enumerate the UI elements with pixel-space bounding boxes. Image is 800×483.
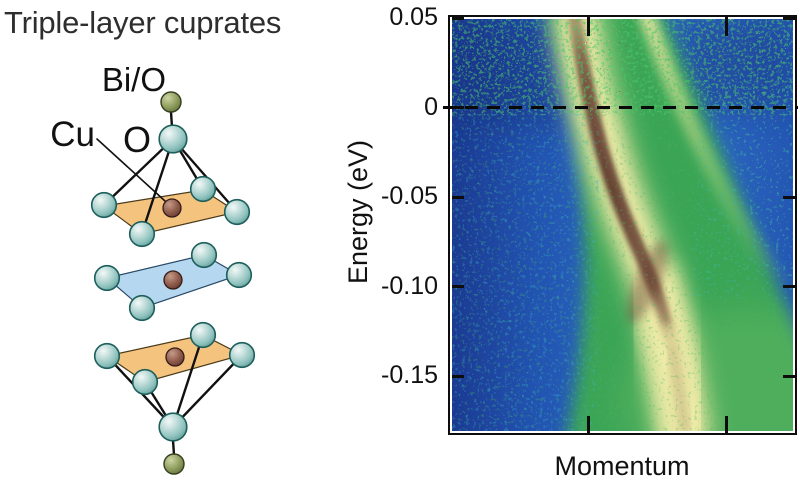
oxygen-atom xyxy=(225,261,253,289)
x-tick xyxy=(587,17,590,36)
y-tick-label: -0.15 xyxy=(381,361,438,389)
label-cu: Cu xyxy=(50,115,95,154)
y-tick xyxy=(452,17,464,20)
middle-cuo2-plane xyxy=(93,241,253,322)
bottom-cuo2-pyramid xyxy=(93,321,256,475)
top-cuo2-pyramid xyxy=(90,91,251,248)
y-axis-label: Energy (eV) xyxy=(343,139,373,285)
x-tick xyxy=(725,17,728,36)
y-tick xyxy=(783,375,795,378)
copper-atom xyxy=(165,347,185,367)
oxygen-atom xyxy=(228,341,256,369)
oxygen-atom xyxy=(93,264,121,292)
oxygen-atom xyxy=(189,321,217,349)
bond-apical-bio xyxy=(171,438,176,457)
x-axis-label: Momentum xyxy=(554,451,690,481)
y-tick xyxy=(452,375,464,378)
apical-oxygen-bottom xyxy=(158,412,188,442)
oxygen-atom xyxy=(128,220,156,248)
y-tick-label: -0.10 xyxy=(381,272,438,300)
figure-title: Triple-layer cuprates xyxy=(4,5,282,40)
crystal-structure-diagram: Bi/O Cu O xyxy=(50,61,256,475)
label-o: O xyxy=(123,119,151,160)
cu-pointer-line xyxy=(96,138,166,202)
oxygen-atom xyxy=(189,175,217,203)
y-tick-label: 0.05 xyxy=(389,3,438,31)
oxygen-atom xyxy=(90,191,118,219)
x-tick xyxy=(725,416,728,433)
oxygen-atom xyxy=(131,368,159,396)
arpes-plot-frame xyxy=(448,15,797,435)
y-tick xyxy=(783,285,795,288)
oxygen-atom xyxy=(93,342,121,370)
bi-o-atom-top xyxy=(160,91,182,113)
oxygen-atom xyxy=(128,294,156,322)
y-tick xyxy=(783,196,795,199)
apical-oxygen-top xyxy=(158,124,188,154)
arpes-heatmap xyxy=(452,19,793,431)
copper-atom xyxy=(162,198,182,218)
oxygen-atom xyxy=(223,198,251,226)
y-tick-label: 0 xyxy=(424,93,438,121)
label-bi-o: Bi/O xyxy=(102,61,166,98)
pyramid-bonds-top xyxy=(102,137,239,235)
y-tick-label: -0.05 xyxy=(381,182,438,210)
y-tick xyxy=(783,17,795,20)
x-tick xyxy=(587,416,590,433)
y-tick xyxy=(452,285,464,288)
copper-atom xyxy=(163,270,183,290)
y-tick xyxy=(452,196,464,199)
bi-o-atom-bottom xyxy=(163,453,185,475)
fermi-level-dashed-line xyxy=(443,106,798,110)
oxygen-atom xyxy=(190,241,218,269)
y-tick xyxy=(452,106,464,109)
